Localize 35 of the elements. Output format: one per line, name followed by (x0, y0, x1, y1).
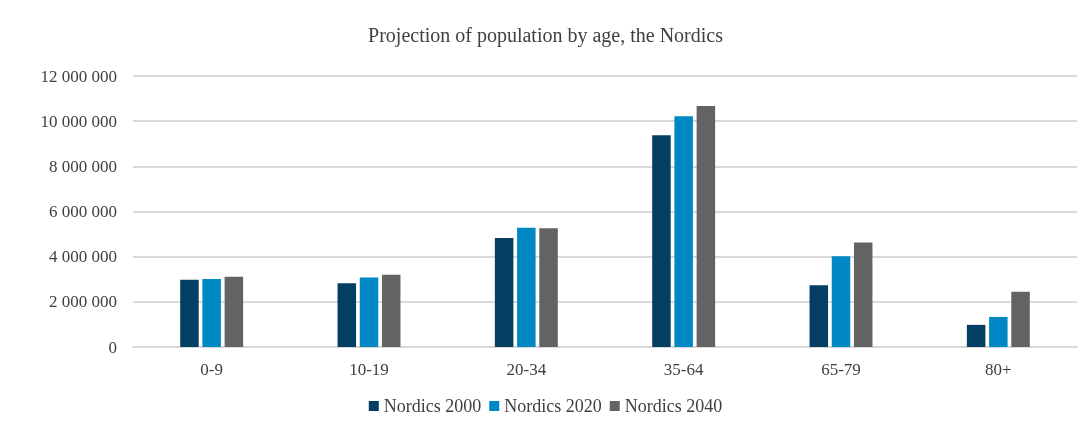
bar (359, 277, 379, 347)
bar (494, 237, 514, 347)
y-tick-label: 4 000 000 (49, 247, 117, 267)
bar (853, 242, 873, 347)
y-tick-label: 2 000 000 (49, 292, 117, 312)
bar (381, 274, 401, 347)
bar (337, 283, 357, 347)
y-tick-label: 8 000 000 (49, 156, 117, 176)
bar (202, 279, 221, 347)
bar (831, 256, 851, 347)
y-tick-label: 10 000 000 (40, 111, 117, 131)
bar (989, 316, 1008, 347)
bar (966, 324, 986, 347)
legend-label: Nordics 2040 (624, 396, 723, 416)
chart-title: Projection of population by age, the Nordics (368, 24, 724, 47)
legend-label: Nordics 2000 (383, 396, 482, 416)
bar (180, 279, 199, 347)
x-tick-label: 65-79 (821, 360, 861, 379)
legend-label: Nordics 2020 (504, 396, 602, 416)
y-tick-label: 12 000 000 (40, 66, 117, 86)
bar (539, 228, 558, 347)
bar (517, 227, 536, 347)
y-tick-label: 0 (108, 337, 117, 357)
bar (224, 276, 244, 347)
x-tick-label: 80+ (985, 360, 1012, 379)
y-tick-label: 6 000 000 (49, 202, 117, 221)
bar (1011, 291, 1030, 347)
bar (674, 116, 693, 347)
bar (696, 106, 716, 347)
x-tick-label: 0-9 (200, 360, 223, 379)
x-tick-label: 10-19 (349, 360, 389, 379)
x-tick-label: 20-34 (506, 360, 547, 379)
x-tick-label: 35-64 (663, 360, 704, 379)
bar (652, 135, 671, 347)
bar (809, 285, 829, 347)
